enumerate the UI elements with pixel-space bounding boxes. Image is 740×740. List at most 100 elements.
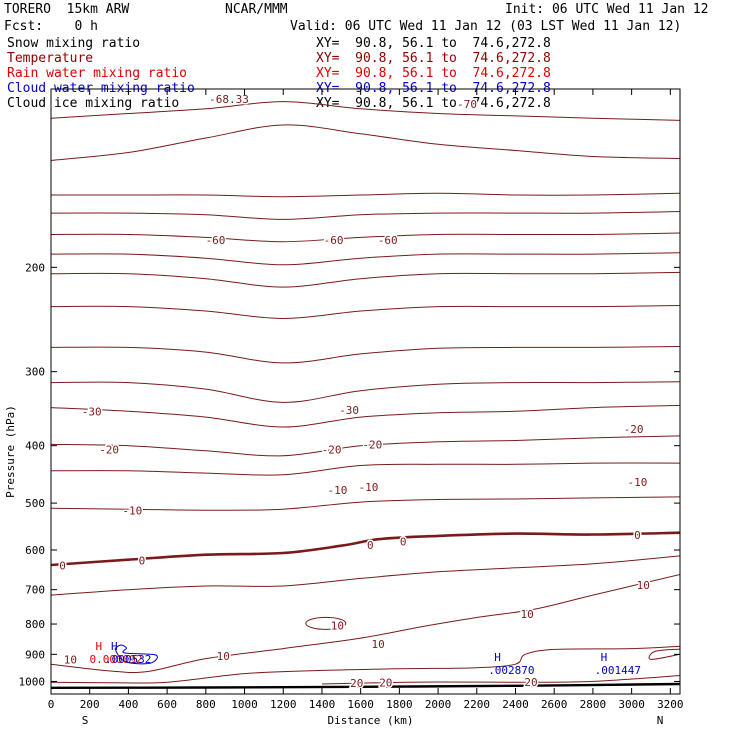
y-tick-label: 1000 [19,675,46,688]
isotherm-minus40 [51,271,680,288]
contour-label: 20 [350,677,363,690]
y-tick-label: 300 [25,366,45,379]
y-tick-label: 500 [25,497,45,510]
contour-label: 10 [637,579,650,592]
x-tick-label: 600 [157,698,177,711]
x-tick-label: 2400 [502,698,529,711]
isotherm-10-closed [305,616,347,630]
contour-label: 10 [331,620,344,633]
isotherm-10-edge [648,648,680,660]
x-tick-label: 200 [80,698,100,711]
contour-label: -10 [358,481,378,494]
contour-label: -60 [206,234,226,247]
contour-label: 20 [379,677,392,690]
valid-time: Valid: 06 UTC Wed 11 Jan 12 (03 LST Wed … [290,19,682,34]
model-title: TORERO 15km ARW [4,2,130,17]
contour-label: -30 [339,404,359,417]
contour-label: 0 [367,539,374,552]
field-label-temperature: Temperature [7,51,94,66]
contour-label: 10 [371,638,384,651]
xy-line-temperature: XY= 90.8, 56.1 to 74.6,272.8 [316,51,551,66]
isotherm-minus15 [51,435,680,457]
contour-label: 0 [139,555,146,568]
y-tick-label: 800 [25,618,45,631]
x-tick-label: 800 [196,698,216,711]
max-marker-value: .001447 [595,664,641,677]
x-tick-label: 400 [118,698,138,711]
max-marker-value: 0.000092 [90,653,143,666]
field-label-snow: Snow mixing ratio [7,36,141,51]
contour-label: -68.33 [209,93,249,106]
contour-label: -30 [82,405,102,418]
x-tick-label: 2000 [425,698,452,711]
x-tick-label: 3000 [618,698,645,711]
x-axis-title: Distance (km) [327,714,413,727]
x-tick-label: 1000 [231,698,258,711]
isotherm-15 [51,645,680,684]
contour-label: 10 [217,650,230,663]
y-tick-label: 400 [25,440,45,453]
isotherm-minus30 [51,346,680,364]
x-tick-label: 2800 [580,698,607,711]
contour-label: -10 [122,505,142,518]
max-marker-value: .002870 [488,664,534,677]
isotherm-minus5 [51,496,680,511]
x-tick-label: 1400 [309,698,336,711]
axes-group: 0 200 400 600 800 1000 1200 1400 1600 1800 2000 220… [4,89,684,727]
isotherm-minus20 [51,404,680,428]
xy-line-cloud-ice: XY= 90.8, 56.1 to 74.6,272.8 [316,96,551,111]
max-marker-h: H [494,651,501,664]
x-end-label-left: S [82,714,89,727]
isotherm-minus65 [51,124,680,161]
contour-label: -20 [99,444,119,457]
isotherm-minus50 [51,232,680,243]
x-tick-label: 0 [48,698,55,711]
contour-label: -10 [327,484,347,497]
isotherm-20-lower [321,675,680,685]
max-marker-value: .000532 [105,653,151,666]
max-marker-h: H [601,651,608,664]
contour-label: 0 [59,559,66,572]
isotherm-minus45 [51,252,680,266]
max-marker-h: H [111,640,118,653]
isotherm-minus60 [51,192,680,198]
x-tick-label: 2200 [464,698,491,711]
surface-pressure-line [51,682,680,689]
contour-label: 0 [400,535,407,548]
y-tick-label: 900 [25,648,45,661]
contour-label: -60 [378,234,398,247]
contour-label: -70 [457,98,477,111]
plot-frame [50,88,681,695]
x-tick-label: 2600 [541,698,568,711]
contour-label: 10 [520,608,533,621]
isotherm-minus70 [51,101,680,121]
field-label-cloud-ice: Cloud ice mixing ratio [7,96,180,111]
cloud-water-contour [114,644,158,665]
xy-line-snow: XY= 90.8, 56.1 to 74.6,272.8 [316,36,551,51]
xy-line-rain: XY= 90.8, 56.1 to 74.6,272.8 [316,66,551,81]
forecast-hour: Fcst: 0 h [4,19,98,34]
y-tick-label: 700 [25,584,45,597]
isotherm-minus25 [51,381,680,403]
x-tick-label: 1800 [386,698,413,711]
x-tick-label: 1200 [270,698,297,711]
field-label-rain: Rain water mixing ratio [7,66,188,81]
contour-label: 0 [634,529,641,542]
y-axis-title: Pressure (hPa) [4,405,17,498]
x-tick-label: 1600 [347,698,374,711]
contour-label: -20 [322,444,342,457]
y-tick-label: 200 [25,261,45,274]
contour-label: -20 [624,423,644,436]
isotherm-0 [51,531,680,567]
isotherm-minus10 [51,462,680,476]
contour-label: 10 [64,653,77,666]
contour-label: -60 [324,234,344,247]
y-tick-label: 600 [25,544,45,557]
max-marker-h: H [96,640,103,653]
isotherm-minus35 [51,305,680,320]
contour-group: -68.33 -70-60 -60 -60-30 -30-20 -20 -20-20-10-… [51,92,680,692]
contour-label: 20 [524,676,537,689]
isotherm-minus55 [51,211,680,220]
